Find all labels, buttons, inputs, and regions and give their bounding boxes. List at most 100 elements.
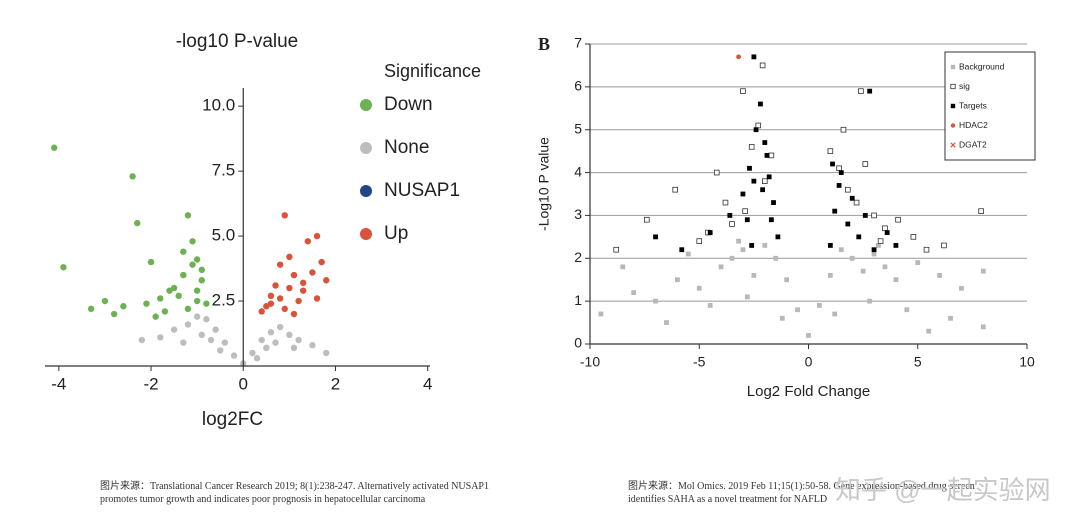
x-tick-label: 10 bbox=[1019, 354, 1035, 370]
point bbox=[762, 140, 768, 145]
point bbox=[295, 297, 302, 305]
point bbox=[101, 297, 109, 305]
legend-marker bbox=[950, 142, 956, 148]
point bbox=[849, 255, 855, 261]
legend-marker bbox=[950, 64, 956, 70]
point bbox=[795, 307, 800, 313]
point bbox=[290, 344, 298, 352]
point bbox=[742, 208, 748, 214]
panel-label: B bbox=[538, 34, 550, 54]
point bbox=[653, 234, 658, 240]
point bbox=[281, 212, 288, 219]
point bbox=[858, 88, 864, 94]
legend-marker bbox=[360, 142, 372, 154]
point bbox=[193, 297, 201, 305]
point bbox=[860, 268, 866, 274]
point bbox=[941, 242, 947, 249]
point bbox=[748, 144, 755, 150]
point bbox=[212, 326, 219, 333]
point bbox=[978, 208, 984, 214]
point bbox=[189, 238, 196, 245]
point bbox=[747, 165, 752, 171]
point bbox=[653, 298, 658, 304]
y-tick-label: 0 bbox=[574, 335, 582, 351]
legend-marker bbox=[950, 83, 956, 90]
point bbox=[203, 300, 210, 307]
y-tick-label: 3 bbox=[574, 206, 582, 222]
point bbox=[620, 264, 626, 270]
point bbox=[729, 255, 735, 261]
point bbox=[806, 333, 811, 338]
point bbox=[672, 186, 679, 193]
point bbox=[664, 320, 669, 325]
point bbox=[838, 170, 844, 175]
point bbox=[286, 284, 293, 292]
point bbox=[867, 298, 873, 304]
point bbox=[217, 347, 224, 354]
point bbox=[221, 339, 229, 346]
point bbox=[267, 292, 275, 300]
point bbox=[51, 144, 58, 151]
point bbox=[60, 264, 67, 271]
point bbox=[980, 324, 986, 330]
point bbox=[184, 321, 192, 328]
point bbox=[170, 326, 178, 333]
point bbox=[253, 355, 261, 362]
point bbox=[845, 221, 851, 227]
point bbox=[751, 54, 757, 60]
point bbox=[768, 217, 774, 223]
x-axis-label: Log2 Fold Change bbox=[747, 383, 870, 400]
point bbox=[766, 174, 772, 180]
legend-marker bbox=[950, 123, 956, 128]
point bbox=[744, 217, 750, 223]
y-tick-label: 5.0 bbox=[212, 226, 236, 245]
point bbox=[893, 277, 899, 283]
point bbox=[740, 88, 746, 94]
point bbox=[198, 331, 205, 339]
point bbox=[281, 305, 288, 313]
x-tick-label: -4 bbox=[51, 374, 66, 393]
point bbox=[272, 282, 279, 289]
point bbox=[862, 213, 868, 218]
point bbox=[313, 232, 321, 240]
legend-label: Down bbox=[384, 94, 433, 115]
point bbox=[696, 285, 702, 291]
point bbox=[290, 271, 298, 279]
point bbox=[718, 264, 724, 270]
point bbox=[817, 303, 822, 308]
point bbox=[722, 199, 729, 206]
y-tick-label: 4 bbox=[574, 163, 582, 179]
point bbox=[267, 329, 275, 336]
point bbox=[827, 273, 833, 278]
legend-title: Significance bbox=[384, 61, 481, 81]
point bbox=[193, 287, 201, 294]
point bbox=[895, 216, 901, 223]
point bbox=[838, 247, 844, 253]
point bbox=[740, 191, 746, 197]
legend-label: Targets bbox=[959, 100, 987, 110]
point bbox=[276, 295, 284, 302]
point bbox=[110, 310, 118, 318]
point bbox=[853, 199, 860, 206]
point bbox=[184, 212, 192, 219]
point bbox=[771, 200, 776, 205]
legend-marker bbox=[950, 103, 956, 109]
point bbox=[207, 336, 215, 344]
x-tick-label: -10 bbox=[580, 354, 600, 370]
point bbox=[768, 152, 775, 159]
point bbox=[272, 339, 279, 346]
point bbox=[707, 303, 713, 308]
point bbox=[856, 234, 862, 240]
point bbox=[249, 349, 256, 357]
point bbox=[138, 336, 146, 344]
point bbox=[707, 230, 713, 235]
point bbox=[871, 212, 877, 219]
point bbox=[198, 266, 205, 274]
legend-box bbox=[944, 51, 1036, 161]
point bbox=[832, 311, 838, 317]
point bbox=[845, 186, 851, 193]
point bbox=[840, 126, 847, 133]
point bbox=[836, 183, 842, 188]
point bbox=[644, 216, 650, 223]
point bbox=[230, 352, 238, 359]
